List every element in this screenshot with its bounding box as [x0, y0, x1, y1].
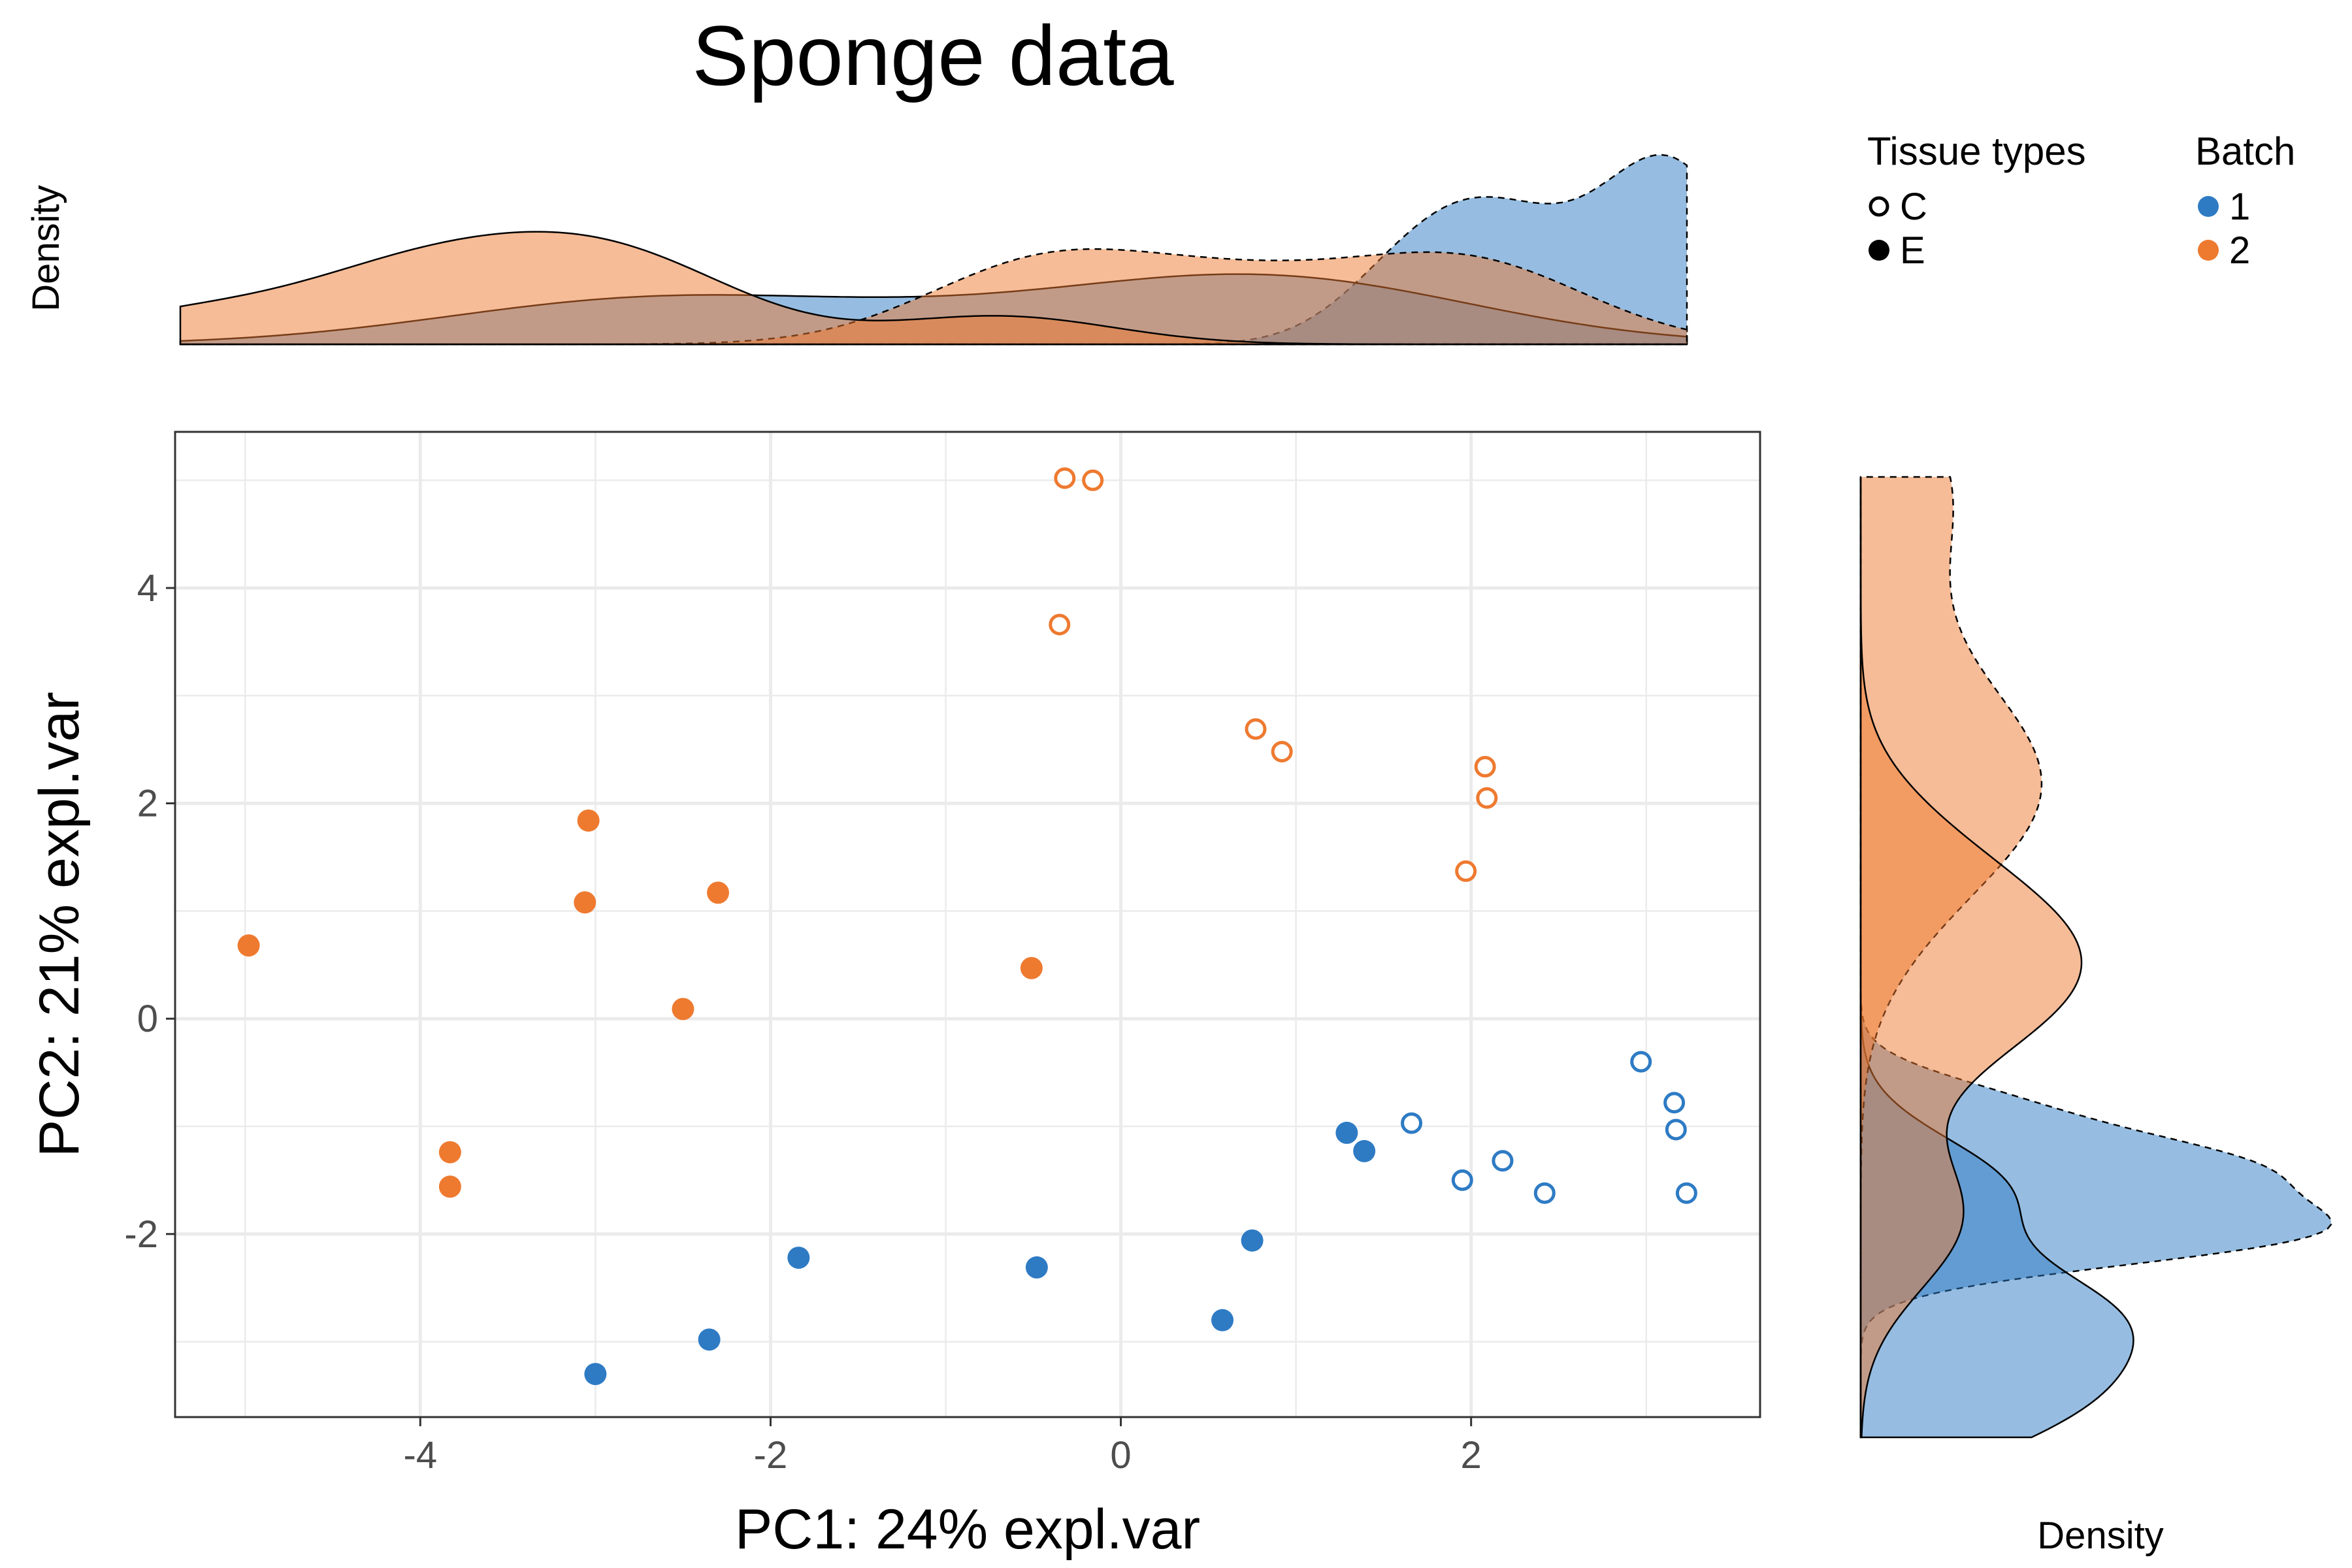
point-tissue-c-batch-1 [1675, 1182, 1697, 1204]
legend-batch-1-label: 1 [2229, 186, 2250, 228]
x-tick-label: -4 [404, 1434, 438, 1477]
point-tissue-c-batch-1 [1663, 1092, 1686, 1114]
point-tissue-e-batch-1 [787, 1247, 810, 1269]
y-tick-label: 0 [137, 998, 158, 1040]
plot-border [174, 431, 1761, 1418]
y-tick-label: 4 [137, 567, 158, 610]
point-tissue-c-batch-1 [1630, 1051, 1652, 1073]
y-tick-label: -2 [124, 1213, 158, 1256]
point-tissue-c-batch-2 [1245, 718, 1267, 740]
y-tick-label: 2 [137, 783, 158, 825]
point-tissue-c-batch-2 [1455, 860, 1477, 882]
point-tissue-c-batch-2 [1049, 613, 1071, 636]
scatter-panel: -4 -2 0 2 -2 0 2 4 PC1: 24% expl.var PC2: 21% e… [28, 431, 1761, 1561]
y-axis-label: PC2: 21% expl.var [28, 692, 91, 1157]
x-tick-label: 2 [1461, 1434, 1482, 1477]
x-tick-label: 0 [1110, 1434, 1131, 1477]
point-tissue-e-batch-1 [584, 1363, 607, 1386]
top-density-panel: Density [25, 154, 1688, 346]
point-tissue-e-batch-2 [672, 998, 694, 1021]
point-tissue-c-batch-2 [1082, 469, 1104, 491]
x-axis-label: PC1: 24% expl.var [735, 1498, 1200, 1561]
top-density-label: Density [25, 185, 67, 311]
right-density-label: Density [2037, 1514, 2163, 1557]
point-tissue-e-batch-1 [698, 1328, 721, 1351]
point-tissue-e-batch-2 [574, 891, 596, 914]
legend-title-batch: Batch [2195, 129, 2295, 173]
chart-title: Sponge data [692, 8, 1174, 103]
point-tissue-c-batch-1 [1451, 1169, 1473, 1191]
point-tissue-e-batch-2 [237, 934, 260, 957]
legend-tissue-e-marker [1869, 240, 1889, 261]
point-tissue-e-batch-1 [1025, 1256, 1048, 1279]
point-tissue-e-batch-2 [438, 1175, 461, 1198]
legend-title-tissue: Tissue types [1867, 129, 2086, 173]
legend-tissue-e-label: E [1900, 229, 1925, 272]
point-tissue-c-batch-2 [1271, 740, 1293, 762]
point-tissue-e-batch-1 [1335, 1121, 1358, 1144]
right-density-panel: Density [1859, 476, 2332, 1557]
point-tissue-e-batch-1 [1241, 1229, 1264, 1252]
point-tissue-e-batch-2 [1020, 956, 1043, 979]
point-tissue-c-batch-2 [1474, 756, 1496, 778]
legend-batch-2-marker [2198, 240, 2219, 261]
legend-batch-1-marker [2198, 196, 2219, 217]
x-tick-label: -2 [754, 1434, 788, 1477]
point-tissue-c-batch-1 [1492, 1150, 1514, 1172]
point-tissue-c-batch-1 [1665, 1119, 1687, 1141]
point-tissue-c-batch-2 [1054, 467, 1076, 489]
point-tissue-c-batch-1 [1401, 1112, 1423, 1134]
point-tissue-e-batch-1 [1211, 1309, 1234, 1331]
point-tissue-e-batch-2 [438, 1141, 461, 1164]
point-tissue-e-batch-2 [707, 881, 730, 904]
point-tissue-c-batch-1 [1533, 1182, 1556, 1204]
legend: Tissue types C E Batch 1 2 [1867, 129, 2295, 272]
legend-tissue-c-marker [1869, 196, 1889, 217]
legend-batch-2-label: 2 [2229, 229, 2250, 272]
point-tissue-e-batch-1 [1353, 1139, 1376, 1162]
legend-tissue-c-label: C [1900, 186, 1927, 228]
point-tissue-c-batch-2 [1476, 787, 1498, 809]
point-tissue-e-batch-2 [577, 809, 600, 832]
